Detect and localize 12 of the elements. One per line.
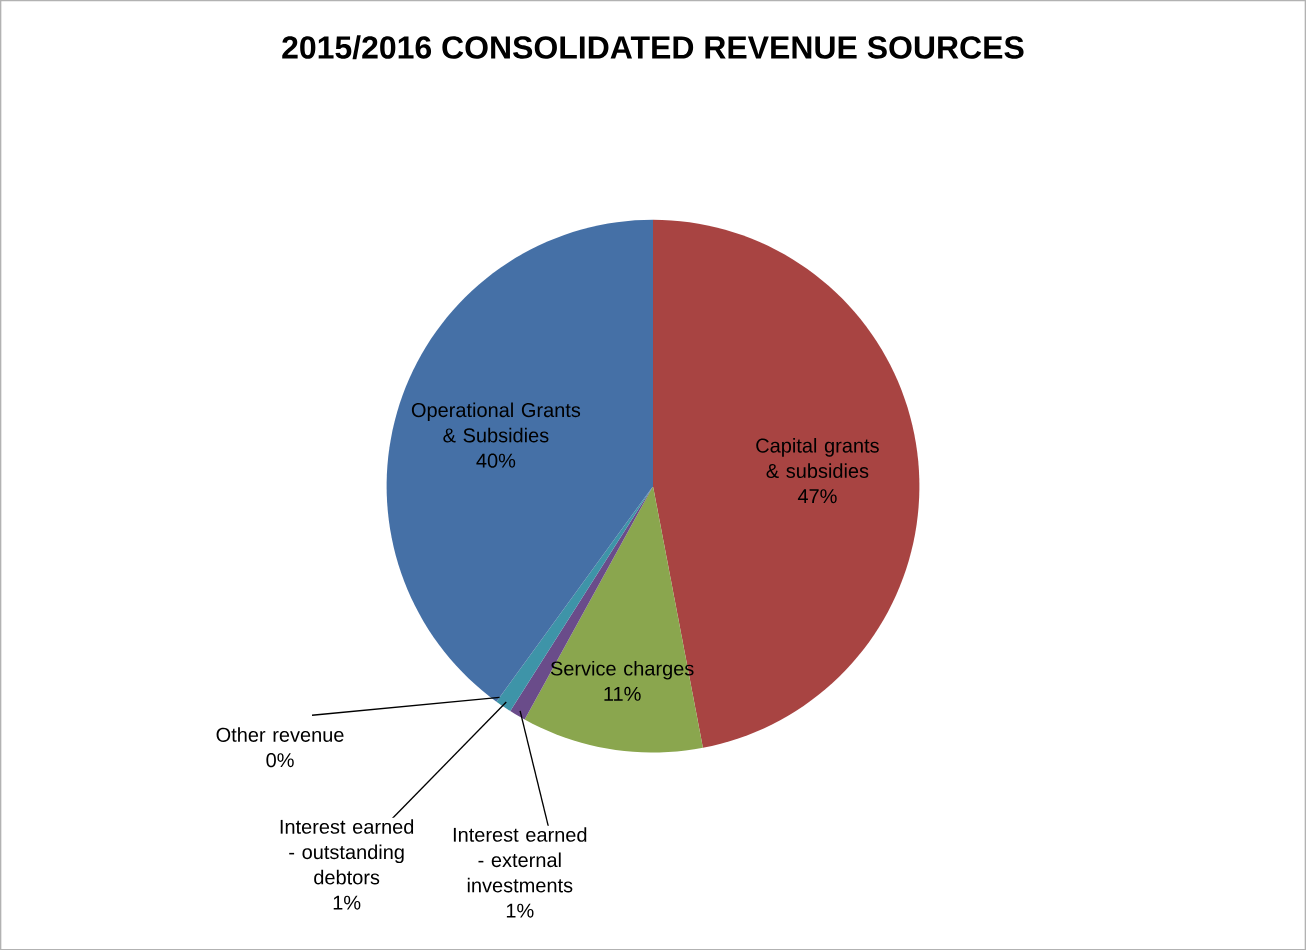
slice-label: Interest earned - external investments xyxy=(453,826,587,893)
data-label: 40% xyxy=(476,453,516,468)
data-label: 11% xyxy=(604,686,641,701)
slice-label: Interest earned - outstanding debtors xyxy=(280,819,414,885)
data-label: 1% xyxy=(333,895,361,910)
text: 0% xyxy=(266,752,294,768)
slice-label: Operational Grants & Subsidies xyxy=(411,402,581,443)
data-label: 1% xyxy=(506,903,534,918)
slice-label: Capital grants & subsidies xyxy=(756,437,879,478)
category-label: Other revenue xyxy=(216,727,344,742)
data-label: 47% xyxy=(797,489,837,504)
chart-title: 2015/2016 CONSOLIDATED REVENUE SOURCES xyxy=(282,35,1024,59)
